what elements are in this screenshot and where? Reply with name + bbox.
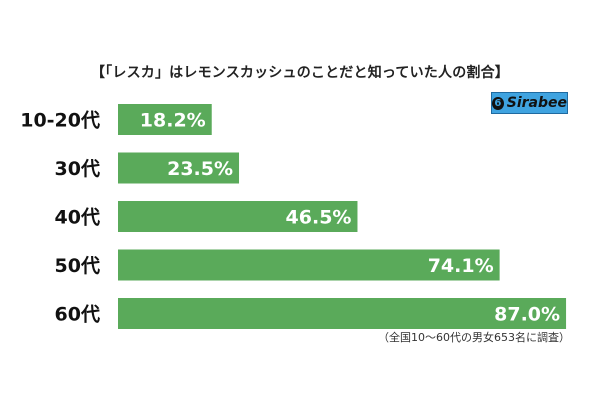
- data-label-1: 23.5%: [167, 158, 233, 180]
- data-label-4: 87.0%: [494, 304, 560, 326]
- category-label-1: 30代: [55, 158, 100, 180]
- data-label-2: 46.5%: [286, 207, 352, 229]
- data-label-3: 74.1%: [428, 255, 494, 277]
- bar-0: [118, 104, 212, 135]
- logo-text: Sirabee: [506, 95, 567, 111]
- logo-mark: 6: [492, 96, 504, 110]
- chart-title: 【「レスカ」はレモンスカッシュのことだと知っていた人の割合】: [90, 65, 510, 81]
- survey-footnote: （全国10〜60代の男女653名に調査）: [378, 331, 570, 344]
- category-label-3: 50代: [55, 255, 100, 277]
- bar-1: [118, 152, 240, 184]
- category-label-0: 10-20代: [20, 110, 100, 132]
- data-label-0: 18.2%: [140, 110, 206, 132]
- sirabee-logo: 6 Sirabee: [491, 92, 568, 114]
- category-label-2: 40代: [55, 207, 100, 229]
- bar-4: [118, 298, 567, 329]
- bar-2: [118, 201, 358, 232]
- category-label-4: 60代: [55, 304, 100, 326]
- bar-3: [118, 249, 500, 281]
